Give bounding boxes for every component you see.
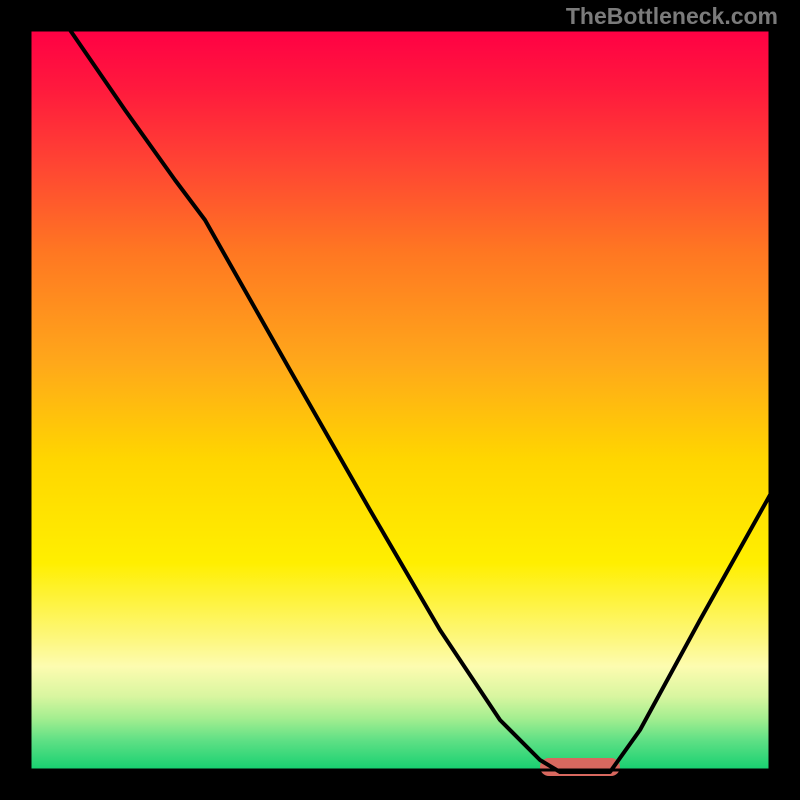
chart-svg xyxy=(0,0,800,800)
plot-area xyxy=(30,30,770,770)
watermark-text: TheBottleneck.com xyxy=(566,3,778,30)
chart-stage: TheBottleneck.com xyxy=(0,0,800,800)
